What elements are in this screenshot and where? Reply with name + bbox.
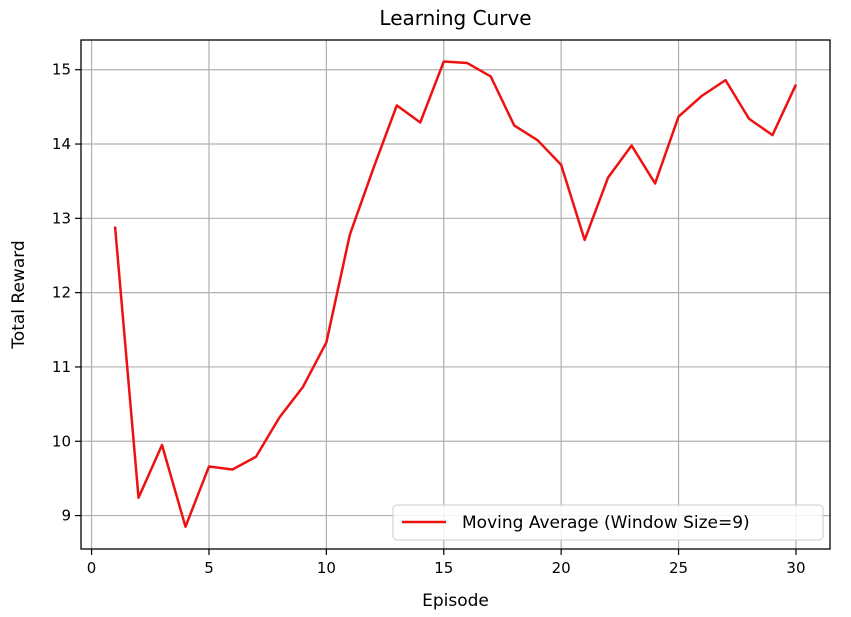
data-series — [113, 60, 798, 528]
legend-label: Moving Average (Window Size=9) — [462, 513, 750, 533]
y-tick-label: 12 — [52, 284, 71, 302]
y-tick-label: 15 — [52, 61, 71, 79]
x-tick-label: 20 — [552, 559, 571, 577]
y-tick-label: 10 — [52, 432, 71, 450]
x-tick-label: 25 — [669, 559, 688, 577]
plot-area-frame — [80, 39, 831, 550]
y-axis-label: Total Reward — [9, 240, 29, 349]
y-tick-label: 13 — [52, 209, 71, 227]
x-axis-label: Episode — [422, 591, 489, 611]
legend: Moving Average (Window Size=9) — [392, 504, 824, 541]
x-tick-label: 15 — [434, 559, 453, 577]
series-line — [113, 60, 798, 528]
y-tick-label: 9 — [61, 507, 71, 525]
y-tick-label: 11 — [52, 358, 71, 376]
x-tick-label: 0 — [87, 559, 97, 577]
chart-title: Learning Curve — [379, 6, 531, 30]
x-axis-ticks: 0 5 10 15 20 25 30 — [87, 549, 806, 577]
x-tick-label: 10 — [317, 559, 336, 577]
y-tick-label: 14 — [52, 135, 71, 153]
legend-box — [392, 504, 824, 541]
x-tick-label: 5 — [204, 559, 214, 577]
y-axis-ticks: 9 10 11 12 13 14 15 — [52, 61, 81, 525]
grid-lines — [81, 40, 830, 549]
x-tick-label: 30 — [786, 559, 805, 577]
